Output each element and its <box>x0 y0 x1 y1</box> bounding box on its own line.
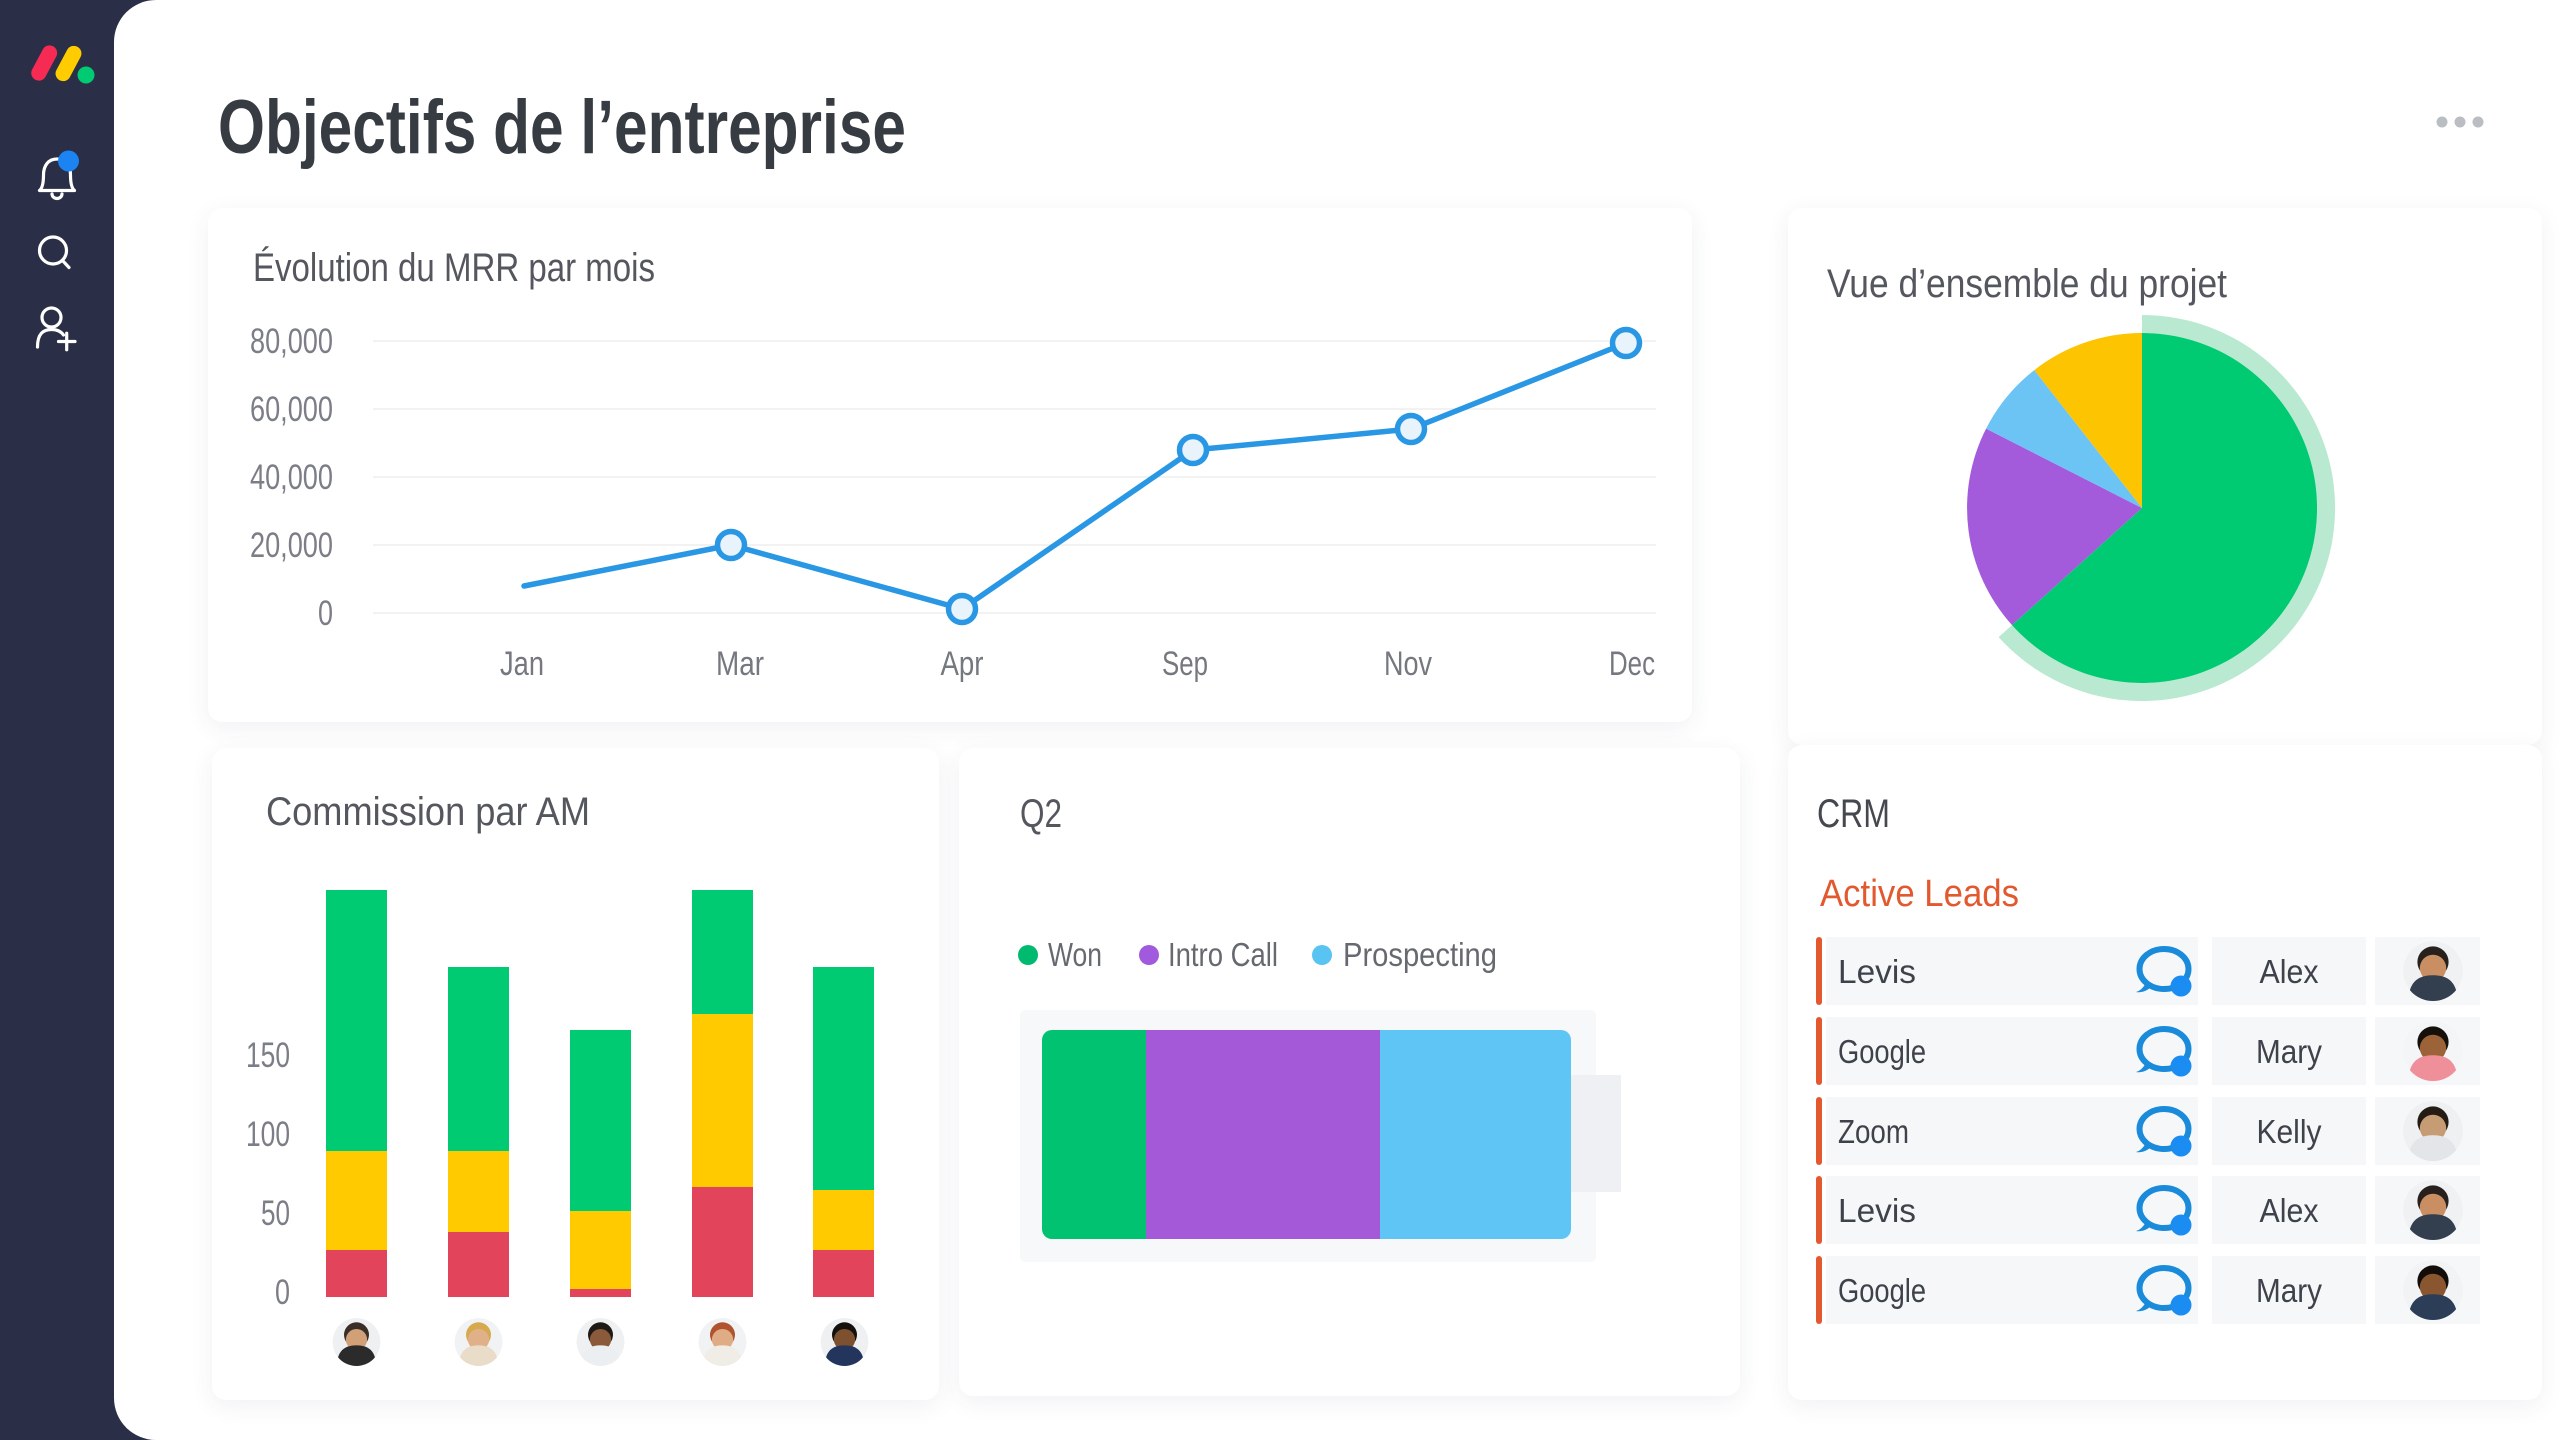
svg-text:40,000: 40,000 <box>250 458 333 497</box>
svg-text:0: 0 <box>275 1273 290 1312</box>
svg-text:Nov: Nov <box>1384 645 1432 683</box>
svg-text:Apr: Apr <box>941 645 984 683</box>
svg-text:Won: Won <box>1048 936 1102 973</box>
svg-text:Commission par AM: Commission par AM <box>266 790 590 834</box>
svg-text:Évolution du MRR par mois: Évolution du MRR par mois <box>253 245 655 290</box>
svg-text:Dec: Dec <box>1609 645 1655 683</box>
svg-text:100: 100 <box>246 1115 290 1154</box>
svg-text:Objectifs de l’entreprise: Objectifs de l’entreprise <box>218 85 906 170</box>
svg-text:Zoom: Zoom <box>1838 1113 1909 1150</box>
svg-text:Mary: Mary <box>2256 1272 2322 1309</box>
svg-text:150: 150 <box>246 1036 290 1075</box>
svg-text:Sep: Sep <box>1162 645 1208 683</box>
svg-text:CRM: CRM <box>1817 792 1890 836</box>
svg-text:Levis: Levis <box>1838 1192 1916 1229</box>
svg-text:80,000: 80,000 <box>250 322 333 361</box>
svg-text:Vue d’ensemble du projet: Vue d’ensemble du projet <box>1827 262 2227 306</box>
svg-text:Alex: Alex <box>2260 953 2319 990</box>
svg-text:Q2: Q2 <box>1020 792 1062 836</box>
svg-text:Levis: Levis <box>1838 953 1916 990</box>
svg-text:Jan: Jan <box>500 645 544 683</box>
svg-text:Alex: Alex <box>2260 1192 2319 1229</box>
svg-text:Google: Google <box>1838 1033 1926 1070</box>
svg-text:Mar: Mar <box>716 645 764 683</box>
svg-text:20,000: 20,000 <box>250 526 333 565</box>
svg-text:50: 50 <box>261 1194 290 1233</box>
svg-text:Intro Call: Intro Call <box>1168 936 1278 973</box>
svg-text:0: 0 <box>318 594 333 633</box>
svg-text:Mary: Mary <box>2256 1033 2322 1070</box>
svg-text:Google: Google <box>1838 1272 1926 1309</box>
svg-text:Kelly: Kelly <box>2257 1113 2322 1150</box>
svg-text:Active Leads: Active Leads <box>1820 873 2019 915</box>
svg-text:Prospecting: Prospecting <box>1343 936 1497 973</box>
svg-text:60,000: 60,000 <box>250 390 333 429</box>
